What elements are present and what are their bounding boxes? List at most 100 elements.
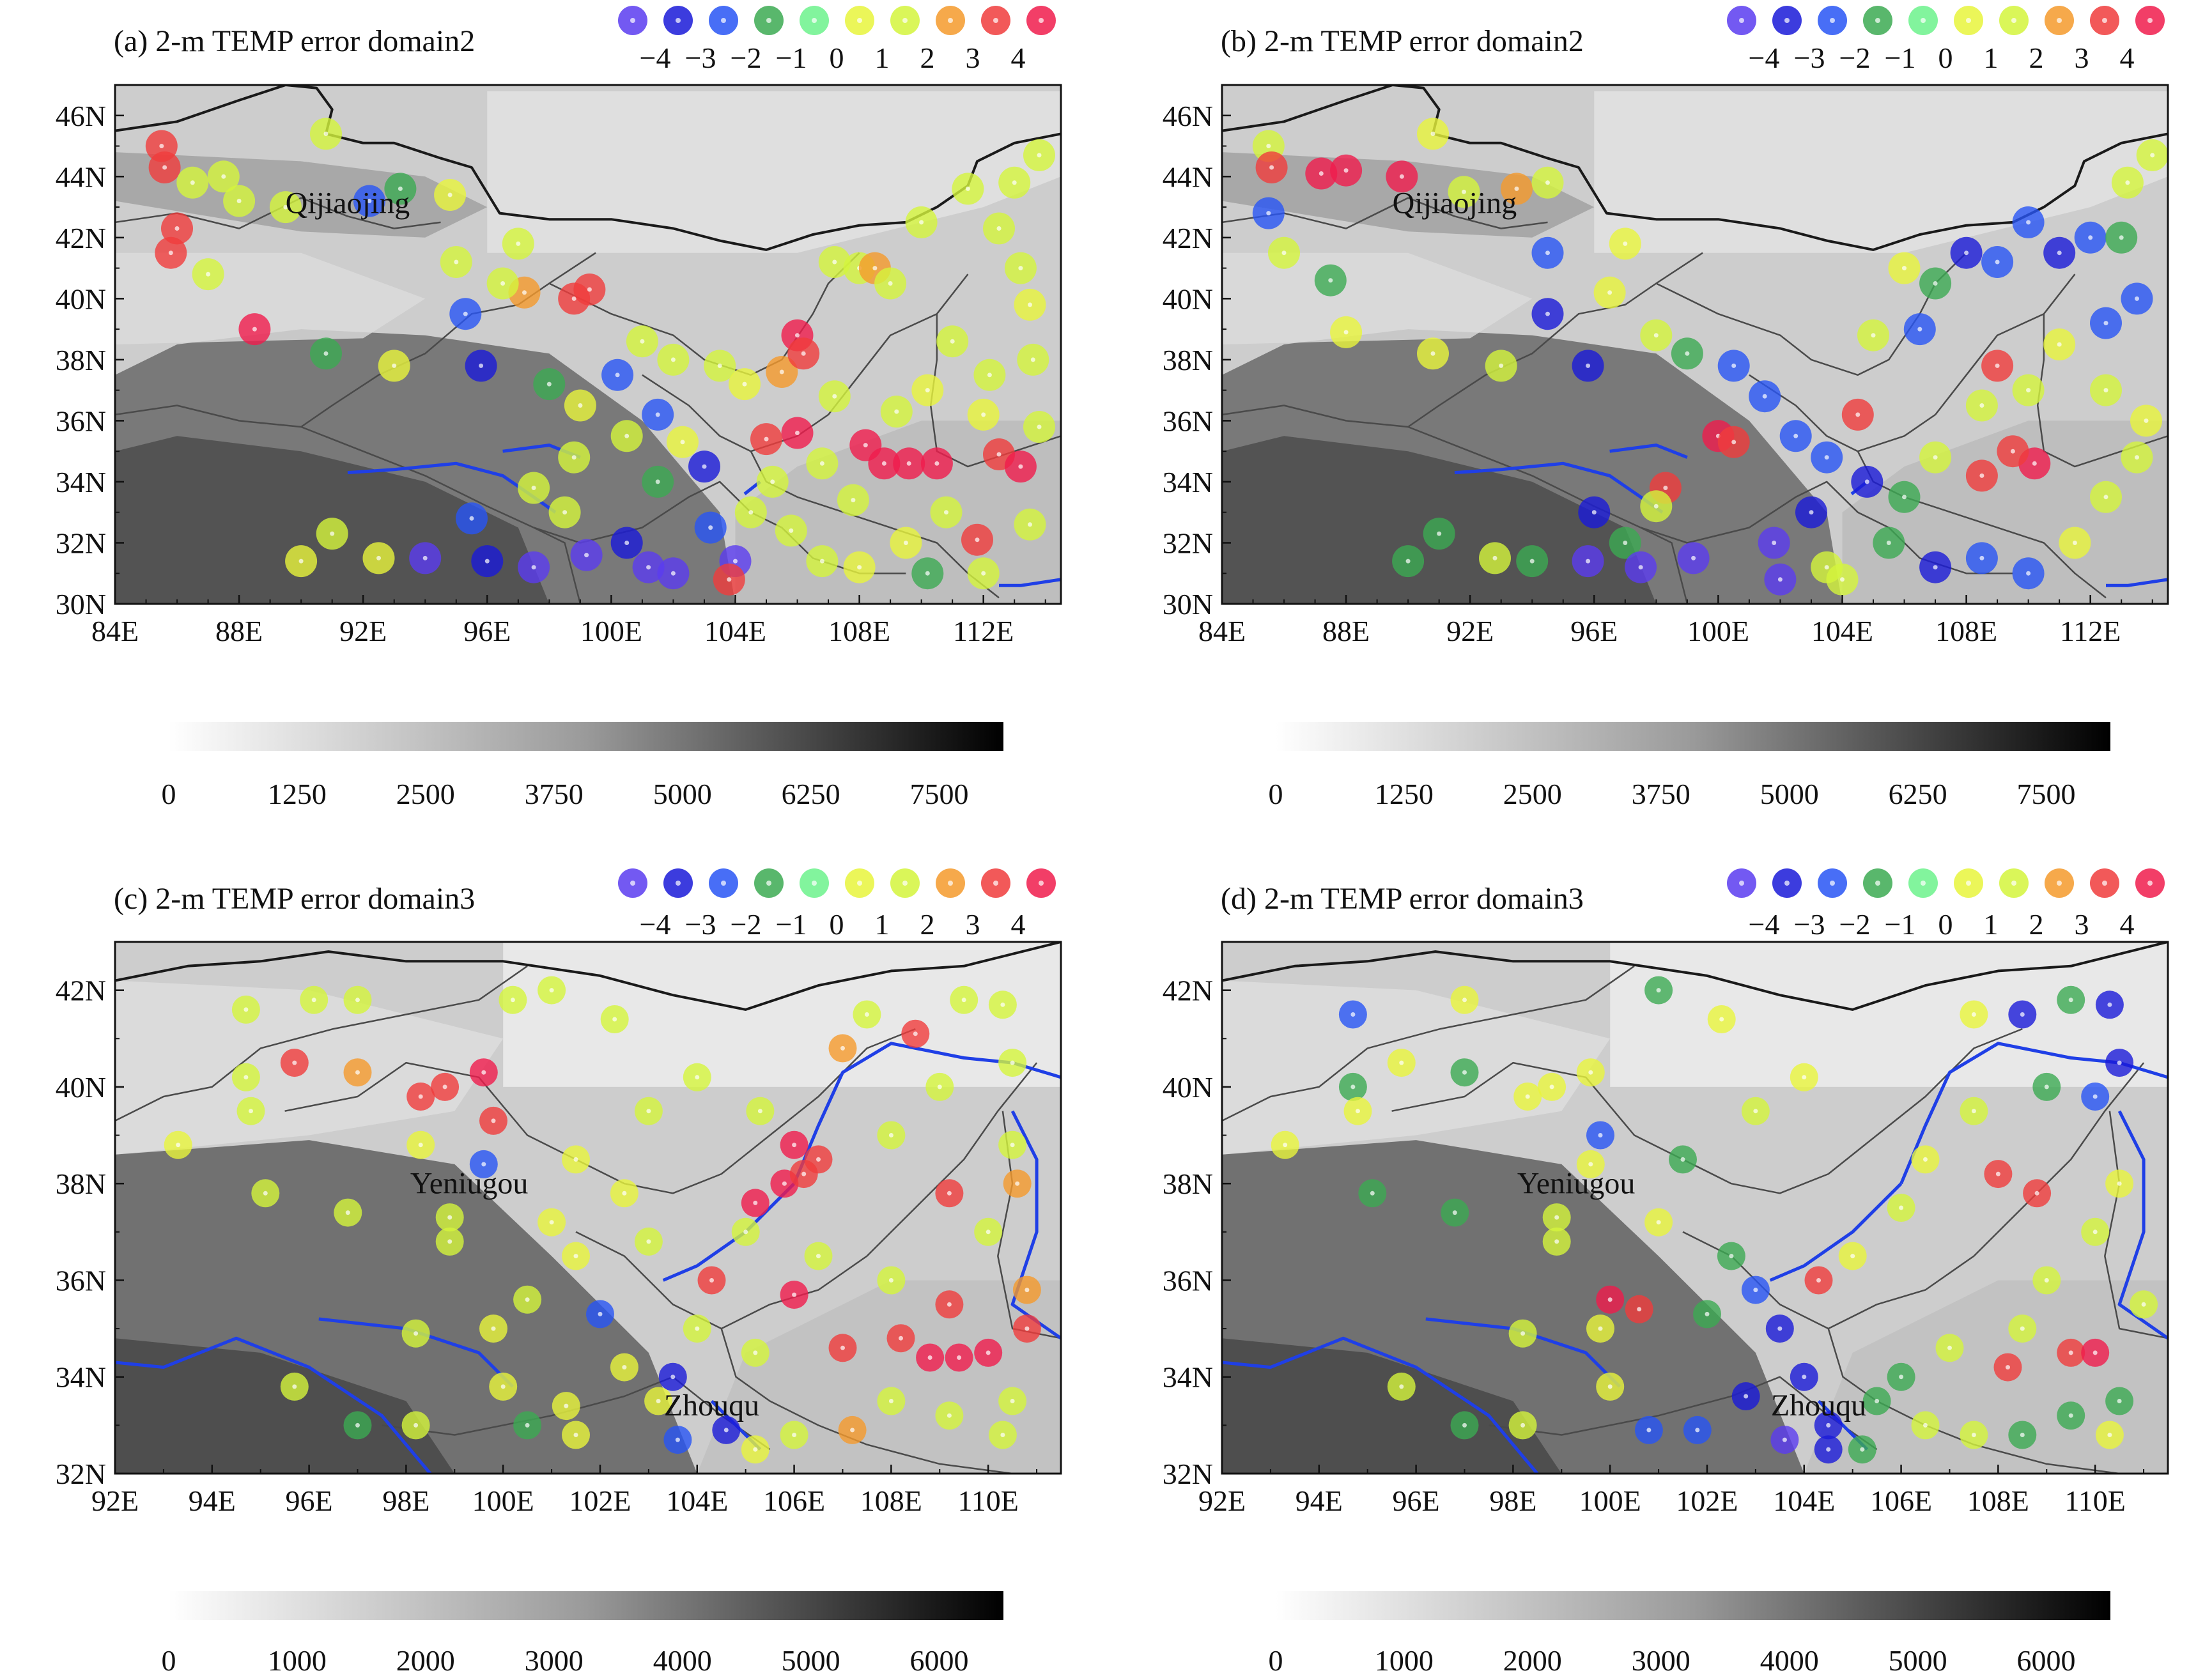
- panel-d-station-dot: [1826, 1422, 1831, 1428]
- panel-b-province-boundary: [1222, 252, 1703, 428]
- panel-c-legend-label: 1: [875, 908, 890, 941]
- panel-b-station-dot: [1933, 455, 1938, 460]
- panel-a-legend-swatch-dot: [812, 18, 817, 23]
- panel-d-river: [1769, 1182, 1903, 1282]
- panel-c-x-tick-label: 96E: [286, 1484, 333, 1517]
- panel-b-station-dot: [1995, 259, 2000, 265]
- panel-a-station-dot: [655, 479, 660, 484]
- panel-d-station-dot: [1462, 1422, 1467, 1428]
- panel-c-station-dot: [1010, 1143, 1015, 1148]
- panel-b-legend-label: 4: [2120, 42, 2135, 74]
- panel-a-station-dot: [463, 311, 468, 316]
- panel-a-legend-label: 4: [1011, 42, 1026, 74]
- panel-c-legend-swatch-dot: [948, 881, 953, 886]
- panel-a-legend-swatch-dot: [993, 18, 998, 23]
- panel-a-station-dot: [422, 555, 428, 560]
- panel-d-station-dot: [1850, 1254, 1855, 1259]
- panel-d-station-dot: [2117, 1060, 2122, 1065]
- panel-a-legend-label: −2: [731, 42, 762, 74]
- panel-a-y-tick-label: 44N: [56, 160, 106, 193]
- panel-c-terrain-region: [115, 1338, 455, 1474]
- panel-d-station-dot: [1399, 1060, 1404, 1065]
- panel-a-station-dot: [330, 531, 335, 536]
- panel-a-station-dot: [832, 394, 837, 399]
- panel-d-station-dot: [1719, 1017, 1724, 1022]
- panel-c-station-dot: [549, 988, 554, 993]
- panel-d-station-dot: [2117, 1399, 2122, 1403]
- panel-b-error-legend: −4 −3 −2 −1 0 1 2 3 4: [1727, 6, 2165, 74]
- panel-c-station-dot: [927, 1355, 932, 1360]
- panel-d-x-tick-label: 106E: [1870, 1484, 1932, 1517]
- panel-c-station-dot: [675, 1437, 680, 1442]
- panel-d-station-dot: [1588, 1070, 1593, 1075]
- panel-b-y-tick-label: 46N: [1163, 100, 1213, 132]
- panel-d-station-dot: [2044, 1278, 2049, 1283]
- panel-a-station-dot: [206, 272, 211, 277]
- panel-d-legend-swatch-dot: [1966, 881, 1971, 886]
- panel-d-station-dot: [2020, 1433, 2025, 1437]
- panel-a-x-tick-label: 108E: [828, 615, 890, 647]
- panel-b-station-dot: [1824, 455, 1829, 460]
- panel-d-colorbar-label: 3000: [1632, 1644, 1690, 1677]
- panel-c-elevation-colorbar: 0 1000 2000 3000 4000 5000 6000: [162, 1591, 1003, 1677]
- panel-a-station-dot: [680, 440, 685, 445]
- panel-a-station-dot: [1018, 464, 1023, 469]
- panel-b-colorbar-label: 5000: [1760, 778, 1819, 810]
- panel-d-station-dot: [1356, 1109, 1360, 1114]
- panel-b-x-tick-label: 104E: [1811, 615, 1873, 647]
- panel-b-station-dot: [1623, 541, 1628, 545]
- panel-c-station-dot: [957, 1355, 962, 1360]
- panel-c-station-dot: [864, 1012, 869, 1017]
- panel-a-legend-label: 3: [966, 42, 980, 74]
- panel-b-station-dot: [1762, 394, 1767, 399]
- panel-c-station-dot: [850, 1428, 855, 1433]
- panel-c-station-dot: [598, 1311, 603, 1316]
- panel-c-station-dot: [1015, 1181, 1020, 1186]
- panel-d-place-label: Yeniugou: [1517, 1166, 1636, 1200]
- panel-d-station-dot: [1802, 1375, 1807, 1380]
- panel-d-legend-label: 1: [1984, 908, 1999, 941]
- panel-a-legend-swatch-dot: [1039, 18, 1044, 23]
- panel-c-station-dot: [1025, 1288, 1030, 1293]
- panel-c-station-dot: [311, 998, 316, 1003]
- panel-c-legend-swatch-dot: [902, 881, 908, 886]
- panel-b-colorbar-label: 0: [1269, 778, 1283, 810]
- panel-d-station-dot: [2044, 1084, 2049, 1090]
- panel-a-station-dot: [162, 165, 167, 170]
- panel-a-colorbar-label: 7500: [910, 778, 969, 810]
- panel-d-station-dot: [1899, 1205, 1904, 1210]
- panel-a-station-dot: [857, 565, 862, 570]
- panel-d-station-dot: [1680, 1157, 1685, 1162]
- panel-b-legend-swatch-dot: [2011, 18, 2016, 23]
- panel-b-station-dot: [1545, 250, 1550, 256]
- panel-b-station-dot: [1328, 278, 1333, 283]
- panel-d-legend-label: −2: [1839, 908, 1871, 941]
- panel-d-title: (d) 2-m TEMP error domain3: [1221, 882, 1584, 916]
- panel-a-station-dot: [819, 559, 824, 564]
- panel-b-station-dot: [1430, 131, 1435, 136]
- panel-c-y-tick-label: 38N: [56, 1168, 106, 1200]
- panel-d-error-legend: −4 −3 −2 −1 0 1 2 3 4: [1727, 868, 2165, 941]
- panel-d-station-dot: [1554, 1215, 1559, 1220]
- panel-a-station-dot: [981, 571, 986, 576]
- panel-a-station-dot: [323, 131, 329, 136]
- panel-c-stations: [164, 976, 1041, 1464]
- panel-d-station-dot: [1816, 1278, 1821, 1283]
- panel-c-station-dot: [757, 1109, 762, 1114]
- panel-b-station-dot: [1864, 479, 1869, 484]
- panel-c-y-tick-label: 42N: [56, 975, 106, 1007]
- panel-b-station-dot: [1902, 266, 1907, 271]
- panel-d-province-boundary: [1391, 1028, 2023, 1194]
- panel-d-y-tick-label: 42N: [1163, 975, 1213, 1007]
- panel-a-station-dot: [562, 510, 568, 515]
- panel-c-station-dot: [481, 1162, 486, 1167]
- panel-d-colorbar-gradient: [1276, 1591, 2110, 1620]
- panel-d-legend-swatch-dot: [1784, 881, 1790, 886]
- panel-c-x-tick-label: 106E: [763, 1484, 825, 1517]
- panel-d-station-dot: [2107, 1433, 2112, 1437]
- panel-c-colorbar-label: 3000: [525, 1644, 584, 1677]
- panel-c-colorbar-gradient: [169, 1591, 1003, 1620]
- panel-b-colorbar-label: 2500: [1503, 778, 1562, 810]
- panel-d-colorbar-label: 0: [1269, 1644, 1283, 1677]
